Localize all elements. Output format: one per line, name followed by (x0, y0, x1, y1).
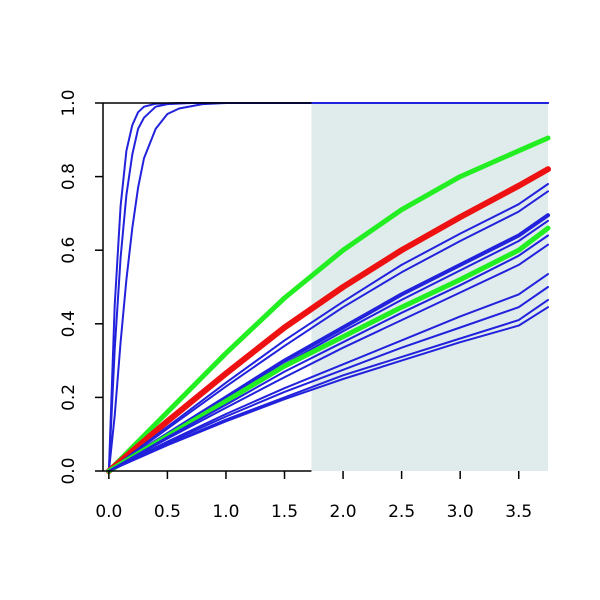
series-line-5 (105, 166, 551, 474)
y-tick-label: 0.4 (59, 310, 79, 337)
y-tick-label: 0.6 (59, 237, 79, 264)
x-tick-label: 3.5 (505, 502, 532, 522)
series-line-4 (106, 135, 551, 474)
series-line-7 (107, 190, 549, 472)
series-line-14 (107, 286, 549, 472)
series-line-3 (107, 102, 549, 472)
x-tick-label: 1.0 (212, 502, 239, 522)
y-tick-label: 0.0 (59, 457, 79, 484)
y-tick-label: 1.0 (59, 89, 79, 116)
series-layer (105, 102, 551, 474)
series-line-12 (107, 243, 549, 472)
axes-layer: 0.0 0.5 1.0 1.5 2.0 2.5 3.0 3.5 0.0 0.2 0.4 0.6 0.8 1… (59, 89, 532, 522)
shaded-region (311, 103, 548, 471)
x-tick-label: 0.0 (95, 502, 122, 522)
y-tick-label: 0.2 (59, 384, 79, 411)
x-tick-label: 0.5 (154, 502, 181, 522)
x-tick-label: 2.5 (388, 502, 415, 522)
series-line-16 (107, 306, 549, 472)
x-tick-label: 2.0 (330, 502, 357, 522)
series-line-6 (107, 183, 549, 472)
x-tick-label: 3.0 (447, 502, 474, 522)
x-tick-label: 1.5 (271, 502, 298, 522)
series-line-13 (107, 273, 549, 472)
series-line-10 (106, 225, 551, 474)
series-line-11 (107, 234, 549, 472)
y-tick-label: 0.8 (59, 163, 79, 190)
